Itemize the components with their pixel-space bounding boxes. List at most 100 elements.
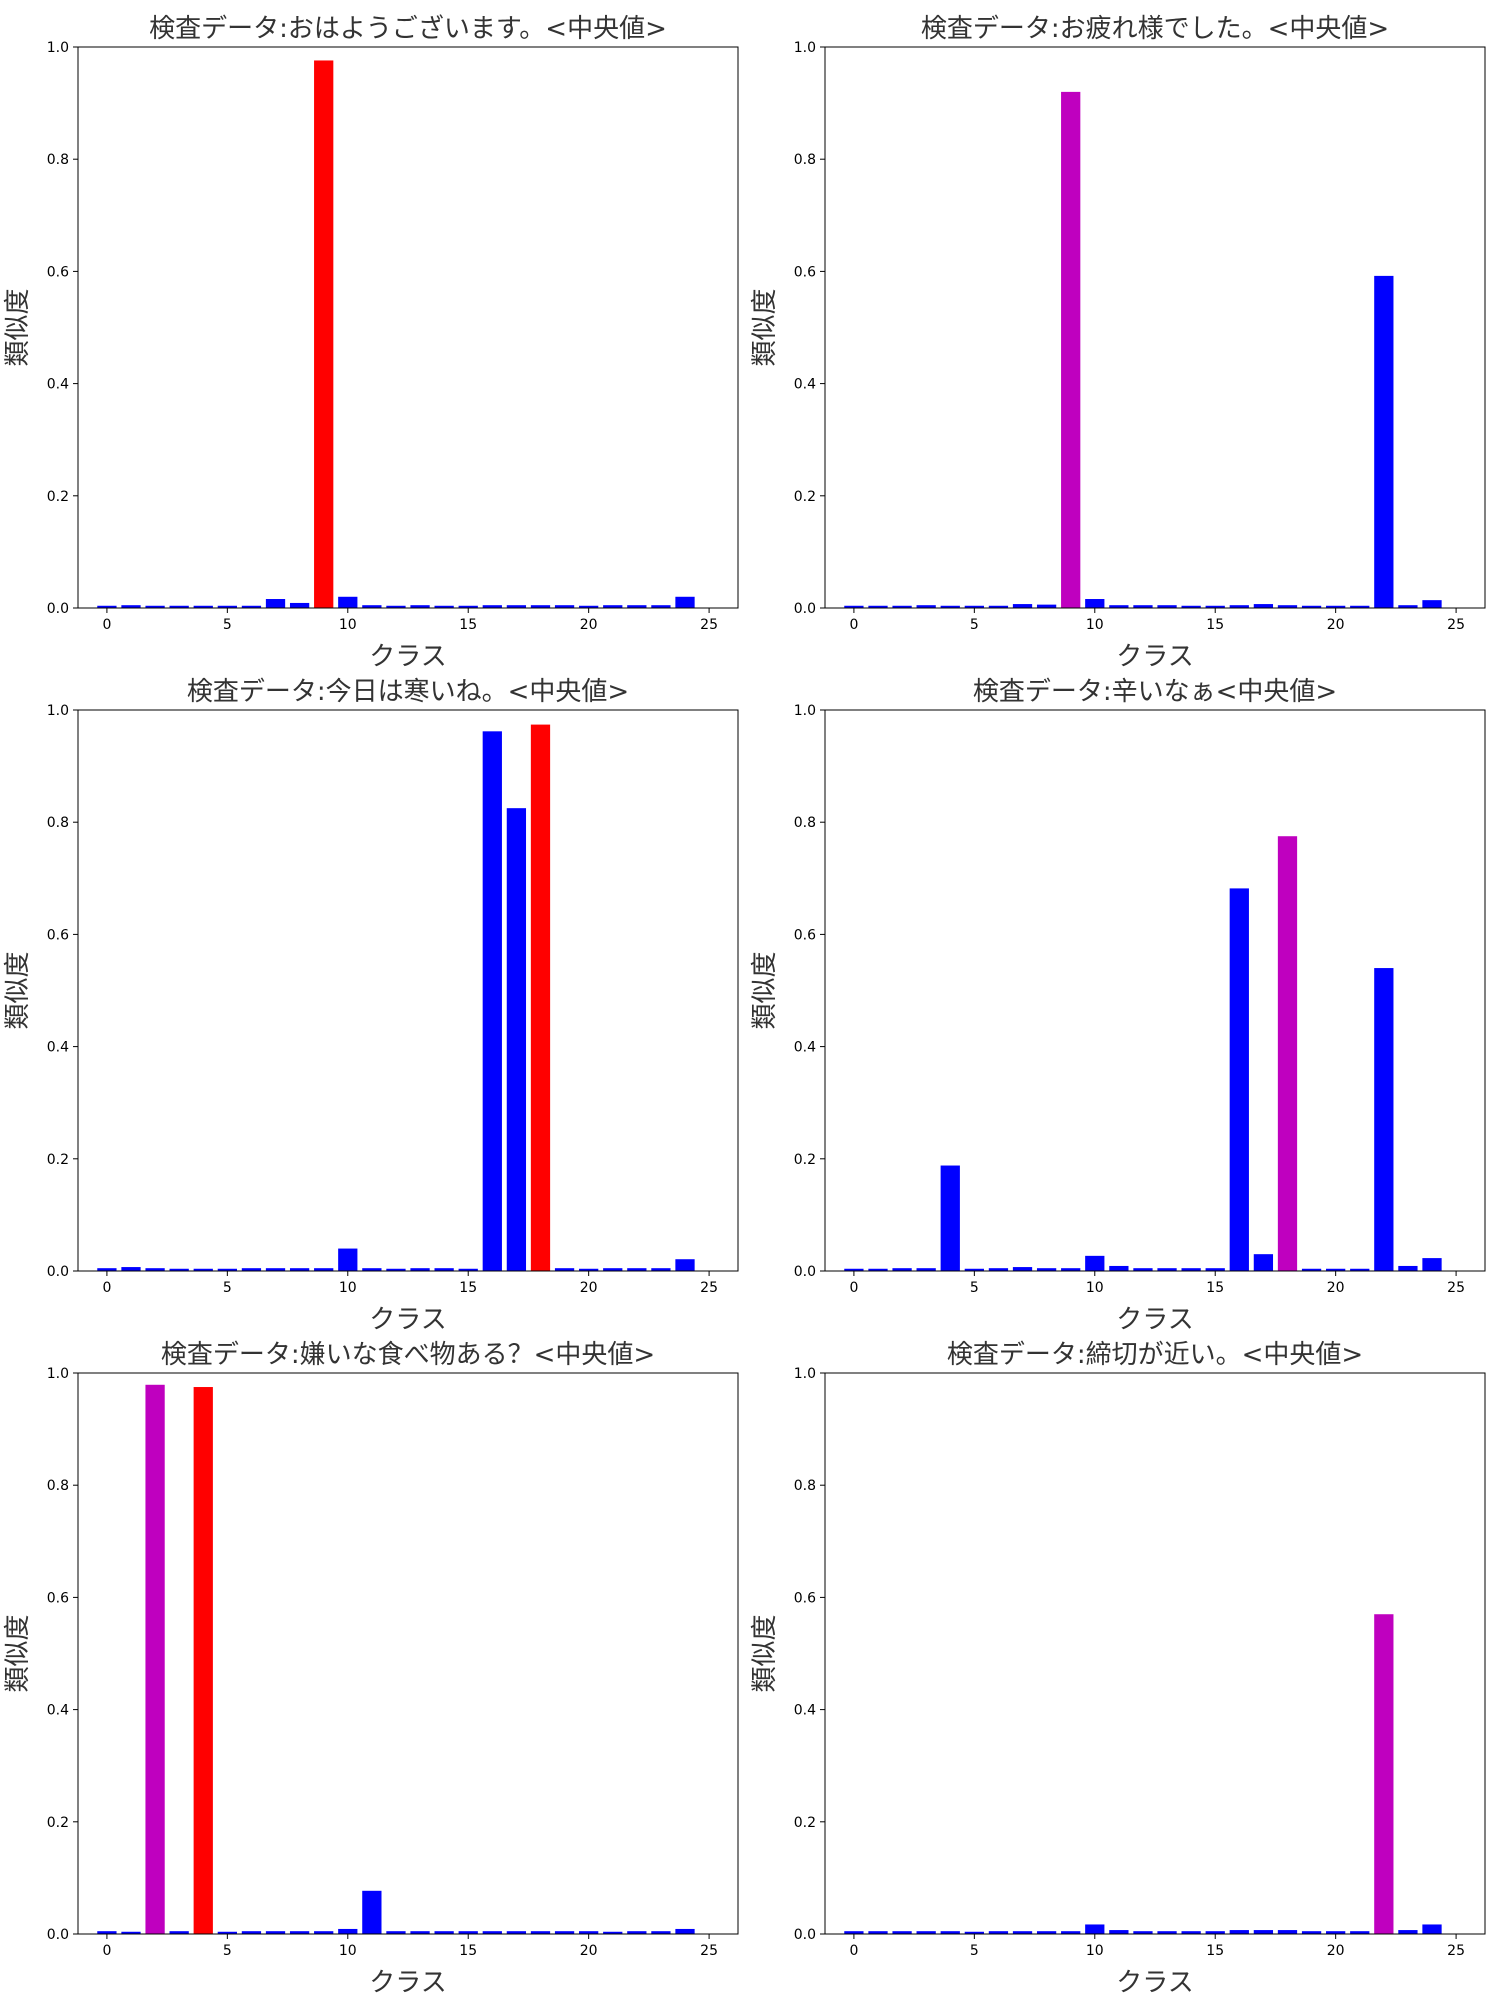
bar-1-12 — [1133, 605, 1153, 608]
bar-2-7 — [265, 1268, 286, 1271]
chart-panel-5: 0 5 10 15 20 25 0.0 0.2 0.4 0.6 0.8 1.0 検査データ:締切が近い。… — [750, 1340, 1486, 1998]
y-tick-label: 0.4 — [47, 1040, 69, 1056]
x-axis-label: クラス — [1116, 1305, 1193, 1335]
bar-1-20 — [1326, 605, 1346, 608]
y-tick-label: 1.0 — [47, 40, 69, 56]
bar-5-24 — [1422, 1924, 1442, 1934]
bar-3-23 — [1398, 1265, 1418, 1271]
x-axis-label: クラス — [369, 1968, 446, 1998]
chart-title: 検査データ:おはようございます。<中央値> — [149, 14, 667, 44]
y-tick-label: 1.0 — [47, 703, 69, 719]
x-tick-label: 15 — [459, 1280, 477, 1296]
x-tick-label: 15 — [459, 1943, 477, 1959]
bar-4-22 — [627, 1931, 647, 1934]
x-tick-label: 15 — [459, 617, 477, 633]
bar-2-17 — [506, 808, 527, 1271]
x-tick-label: 10 — [339, 1280, 357, 1296]
bar-2-2 — [145, 1268, 165, 1271]
bar-4-5 — [217, 1931, 237, 1934]
y-axis-label: 類似度 — [750, 1614, 780, 1692]
y-tick-label: 0.2 — [47, 489, 69, 505]
y-tick-label: 1.0 — [794, 1366, 816, 1382]
bar-2-22 — [627, 1268, 647, 1271]
bar-3-10 — [1085, 1255, 1105, 1271]
x-tick-label: 5 — [970, 617, 979, 633]
bar-5-0 — [844, 1931, 864, 1934]
bar-0-16 — [482, 605, 502, 608]
bar-2-13 — [410, 1268, 430, 1271]
x-tick-label: 20 — [1327, 1943, 1345, 1959]
x-tick-label: 0 — [102, 617, 111, 633]
bar-0-4 — [193, 605, 213, 608]
bar-4-4 — [193, 1387, 213, 1934]
x-tick-label: 5 — [970, 1943, 979, 1959]
bar-3-0 — [844, 1268, 864, 1271]
bar-5-18 — [1277, 1930, 1298, 1934]
bar-1-21 — [1350, 605, 1370, 608]
bar-2-8 — [289, 1268, 310, 1271]
bar-0-0 — [97, 605, 117, 608]
bar-4-13 — [410, 1931, 430, 1934]
bar-0-18 — [530, 605, 551, 608]
bar-2-24 — [675, 1259, 695, 1271]
y-tick-label: 0.0 — [47, 1264, 69, 1280]
bar-3-6 — [988, 1268, 1009, 1271]
bar-4-10 — [338, 1928, 358, 1934]
bar-0-21 — [603, 605, 623, 608]
bar-5-17 — [1253, 1930, 1274, 1934]
bar-1-15 — [1205, 605, 1225, 608]
x-axis-label: クラス — [1116, 642, 1193, 672]
y-axis-label: 類似度 — [3, 951, 33, 1029]
bar-3-20 — [1326, 1268, 1346, 1271]
bar-0-11 — [362, 605, 382, 608]
bar-5-8 — [1036, 1931, 1057, 1934]
bar-5-13 — [1157, 1931, 1177, 1934]
plot-frame — [824, 1372, 1486, 1935]
y-tick-label: 1.0 — [47, 1366, 69, 1382]
bar-3-11 — [1109, 1265, 1129, 1271]
bar-1-10 — [1085, 599, 1105, 608]
bar-5-10 — [1085, 1924, 1105, 1934]
bar-3-9 — [1061, 1268, 1081, 1271]
bar-0-2 — [145, 605, 165, 608]
bar-1-14 — [1181, 605, 1201, 608]
x-tick-label: 20 — [580, 1280, 598, 1296]
bar-5-12 — [1133, 1931, 1153, 1934]
y-tick-label: 0.4 — [47, 1703, 69, 1719]
bar-4-9 — [314, 1931, 334, 1934]
bar-3-14 — [1181, 1268, 1201, 1271]
y-tick-label: 0.6 — [47, 927, 69, 943]
x-tick-label: 5 — [223, 1280, 232, 1296]
bar-5-5 — [964, 1931, 984, 1934]
bar-1-22 — [1374, 275, 1394, 608]
y-tick-label: 0.4 — [794, 377, 816, 393]
y-axis-label: 類似度 — [3, 288, 33, 366]
bar-4-3 — [169, 1931, 189, 1934]
bar-4-24 — [675, 1928, 695, 1934]
bar-3-1 — [868, 1268, 888, 1271]
x-tick-label: 10 — [1086, 617, 1104, 633]
x-tick-label: 15 — [1206, 1943, 1224, 1959]
bar-3-8 — [1036, 1268, 1057, 1271]
x-tick-label: 25 — [1447, 617, 1465, 633]
bar-2-4 — [193, 1268, 213, 1271]
chart-panel-2: 0 5 10 15 20 25 0.0 0.2 0.4 0.6 0.8 1.0 検査データ:今日は寒いね… — [3, 677, 739, 1335]
y-tick-label: 0.4 — [794, 1703, 816, 1719]
x-tick-label: 0 — [102, 1943, 111, 1959]
bar-4-6 — [241, 1931, 262, 1934]
plot-frame — [77, 46, 739, 609]
bar-5-4 — [940, 1931, 960, 1934]
bar-1-2 — [892, 605, 912, 608]
bar-4-2 — [145, 1384, 165, 1934]
y-tick-label: 0.6 — [47, 264, 69, 280]
bar-0-12 — [386, 605, 406, 608]
bar-1-1 — [868, 605, 888, 608]
x-axis-label: クラス — [1116, 1968, 1193, 1998]
x-tick-label: 5 — [223, 617, 232, 633]
bar-3-15 — [1205, 1268, 1225, 1271]
y-tick-label: 0.2 — [794, 489, 816, 505]
x-tick-label: 0 — [849, 617, 858, 633]
y-tick-label: 0.4 — [794, 1040, 816, 1056]
bar-2-1 — [121, 1267, 141, 1271]
bar-5-19 — [1301, 1931, 1322, 1934]
